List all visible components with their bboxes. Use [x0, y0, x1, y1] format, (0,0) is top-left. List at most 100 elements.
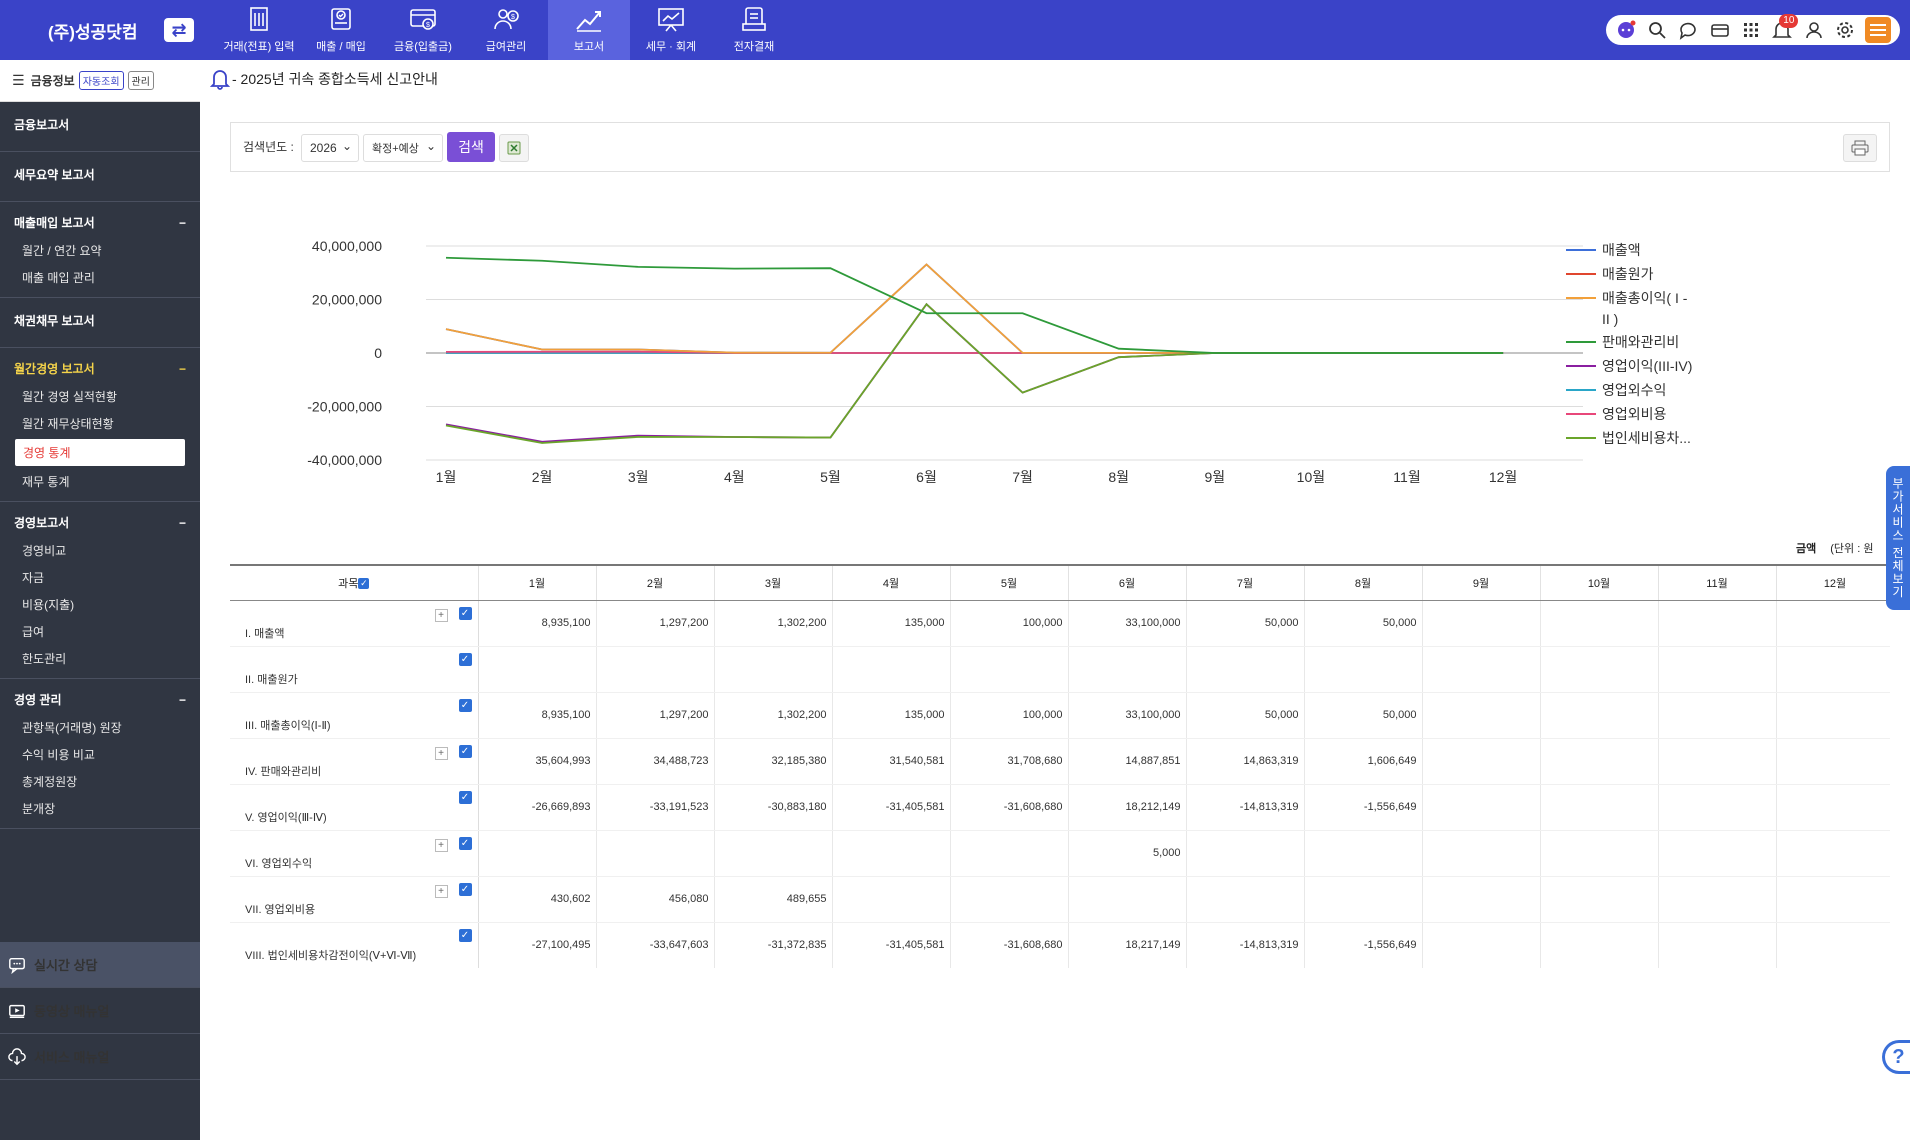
row-checkbox[interactable]: ✓: [458, 744, 472, 758]
sidebar-section-title[interactable]: 세무요약 보고서: [0, 152, 200, 195]
sidebar-section-title[interactable]: 경영 관리 −: [0, 679, 200, 714]
table-cell: [1658, 646, 1777, 693]
table-cell: 14,863,319: [1186, 738, 1305, 785]
nav-tab-2[interactable]: $ 금융(입출금): [382, 0, 464, 60]
manage-button[interactable]: 관리: [127, 71, 154, 90]
table-cell: [832, 830, 951, 877]
row-checkbox[interactable]: ✓: [458, 882, 472, 896]
print-button[interactable]: [1843, 134, 1877, 162]
expand-row-button[interactable]: +: [434, 838, 448, 852]
collapse-icon[interactable]: −: [178, 215, 186, 230]
row-checkbox[interactable]: ✓: [458, 698, 472, 712]
row-checkbox[interactable]: ✓: [458, 606, 472, 620]
row-checkbox[interactable]: ✓: [458, 790, 472, 804]
table-cell: -31,608,680: [950, 784, 1069, 831]
year-select[interactable]: 2026 ⌄: [301, 134, 359, 162]
chatbot-icon[interactable]: [1615, 19, 1637, 41]
sidebar-item[interactable]: 경영비교: [22, 544, 67, 558]
collapse-icon[interactable]: −: [178, 692, 186, 707]
sidebar-item[interactable]: 매출 매입 관리: [22, 271, 95, 285]
sidebar-item[interactable]: 재무 통계: [22, 475, 70, 489]
nav-tab-6[interactable]: 전자결재: [713, 0, 795, 60]
table-cell: [1304, 876, 1423, 923]
table-row: ✓ III. 매출총이익(Ⅰ-Ⅱ) 8,935,100 1,297,200 1,302,…: [230, 692, 1890, 739]
extra-services-tab[interactable]: 부가서비스 전체보기: [1886, 466, 1910, 610]
month-header: 8월: [1304, 564, 1423, 601]
table-cell: [1540, 784, 1659, 831]
nav-tab-0[interactable]: 거래(전표) 입력: [218, 0, 300, 60]
auto-query-button[interactable]: 자동조회: [78, 71, 124, 90]
search-icon[interactable]: [1646, 19, 1668, 41]
sidebar-section-title[interactable]: 월간경영 보고서 −: [0, 348, 200, 383]
video-manual-link[interactable]: 동영상 매뉴얼: [0, 988, 200, 1034]
legend-label[interactable]: 영업외비용: [1602, 406, 1667, 422]
sidebar-section-title[interactable]: 채권채무 보고서: [0, 298, 200, 341]
search-button[interactable]: 검색: [447, 132, 495, 162]
legend-label[interactable]: 매출총이익( I -: [1602, 290, 1688, 306]
collapse-icon[interactable]: −: [178, 361, 186, 376]
wallet-icon[interactable]: [1709, 19, 1731, 41]
mode-select[interactable]: 확정+예상 ⌄: [363, 134, 443, 162]
nav-tab-5[interactable]: 세무 · 회계: [630, 0, 712, 60]
legend-label[interactable]: 판매와관리비: [1602, 334, 1679, 350]
row-label-cell: ✓ V. 영업이익(Ⅲ-Ⅳ): [230, 784, 479, 831]
sidebar-section-title[interactable]: 금융보고서: [0, 102, 200, 145]
sidebar-item[interactable]: 자금: [22, 571, 45, 585]
table-cell: 100,000: [950, 692, 1069, 739]
switch-company-icon[interactable]: ⇄: [164, 18, 194, 42]
sidebar-item[interactable]: 한도관리: [22, 652, 67, 666]
chat-icon[interactable]: [1677, 19, 1699, 41]
bell-icon[interactable]: 10: [1771, 14, 1799, 41]
sidebar-item[interactable]: 월간 재무상태현황: [22, 417, 114, 431]
sidebar-item[interactable]: 총계정원장: [22, 775, 78, 789]
nav-tab-4[interactable]: 보고서: [548, 0, 630, 60]
user-icon[interactable]: [1803, 19, 1825, 41]
legend-label[interactable]: 법인세비용차...: [1602, 430, 1691, 446]
row-checkbox[interactable]: ✓: [458, 652, 472, 666]
legend-label[interactable]: 매출원가: [1602, 266, 1654, 282]
table-cell: 5,000: [1068, 830, 1187, 877]
expand-row-button[interactable]: +: [434, 884, 448, 898]
sidebar-section-title[interactable]: 경영보고서 −: [0, 502, 200, 537]
row-checkbox[interactable]: ✓: [458, 836, 472, 850]
notice-banner[interactable]: - 2025년 귀속 종합소득세 신고안내: [210, 68, 438, 90]
expand-row-button[interactable]: +: [434, 746, 448, 760]
sidebar-item[interactable]: 급여: [22, 625, 45, 639]
live-chat-link[interactable]: 실시간 상담: [0, 942, 200, 988]
hamburger-menu-icon[interactable]: [1865, 17, 1892, 43]
sidebar-item[interactable]: 분개장: [22, 802, 56, 816]
table-cell: [950, 646, 1069, 693]
nav-tab-1[interactable]: 매출 / 매입: [300, 0, 382, 60]
help-button[interactable]: ?: [1882, 1040, 1910, 1074]
row-checkbox[interactable]: ✓: [458, 928, 472, 942]
table-cell: 456,080: [596, 876, 715, 923]
sidebar-item[interactable]: 관항목(거래명) 원장: [22, 721, 122, 735]
service-manual-link[interactable]: 서비스 매뉴얼: [0, 1034, 200, 1080]
section-title-text: 금융보고서: [14, 118, 70, 132]
legend-label[interactable]: 영업이익(III-IV): [1602, 358, 1692, 374]
month-header: 4월: [832, 564, 951, 601]
sidebar-item[interactable]: 비용(지출): [22, 598, 75, 612]
legend-label[interactable]: II ): [1602, 311, 1618, 327]
nav-tab-3[interactable]: $ 급여관리: [465, 0, 547, 60]
select-all-checkbox[interactable]: ✓: [358, 578, 370, 590]
expand-row-button[interactable]: +: [434, 608, 448, 622]
table-cell: [1658, 600, 1777, 647]
gear-icon[interactable]: [1834, 19, 1856, 41]
collapse-icon[interactable]: −: [178, 515, 186, 530]
table-cell: [832, 646, 951, 693]
table-cell: [1422, 600, 1541, 647]
section-title-text: 경영보고서: [14, 516, 70, 530]
company-logo[interactable]: (주)성공닷컴: [0, 0, 200, 60]
excel-export-button[interactable]: [499, 134, 529, 162]
sidebar-item[interactable]: 월간 / 연간 요약: [22, 244, 102, 258]
sidebar-section-title[interactable]: 매출매입 보고서 −: [0, 202, 200, 237]
sidebar-item[interactable]: 수익 비용 비교: [22, 748, 95, 762]
legend-label[interactable]: 매출액: [1602, 242, 1641, 258]
sidebar-item[interactable]: 월간 경영 실적현황: [22, 390, 117, 404]
apps-grid-icon[interactable]: [1740, 19, 1762, 41]
legend-label[interactable]: 영업외수익: [1602, 382, 1666, 398]
chat-bubble-icon: [9, 957, 25, 974]
sidebar-header-title: 금융정보: [30, 74, 75, 88]
sidebar-item[interactable]: 경영 통계: [15, 439, 185, 466]
